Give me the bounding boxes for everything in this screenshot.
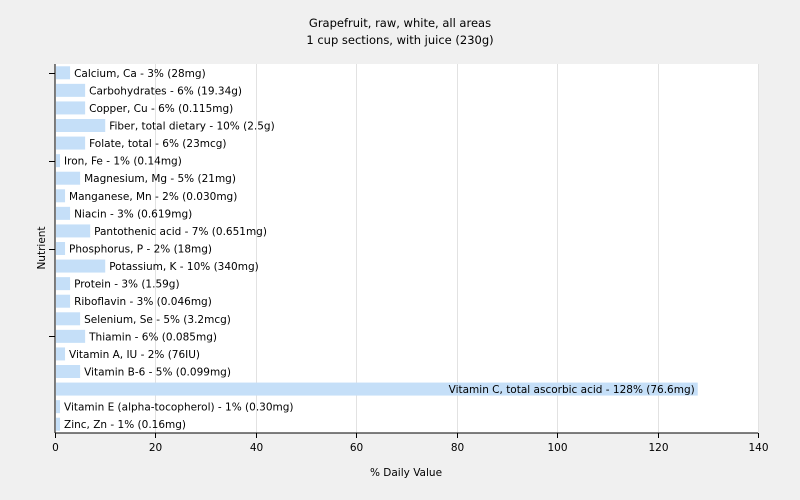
bar-label-12: Protein - 3% (1.59g): [74, 279, 180, 291]
bar-16: [56, 347, 66, 361]
bar-label-5: Iron, Fe - 1% (0.14mg): [64, 156, 182, 168]
bar-label-14: Selenium, Se - 5% (3.2mcg): [84, 314, 231, 326]
bar-label-4: Folate, total - 6% (23mcg): [89, 138, 226, 150]
bar-2: [56, 101, 86, 115]
x-tick-label-4: 80: [451, 442, 464, 454]
bar-label-9: Pantothenic acid - 7% (0.651mg): [94, 226, 267, 238]
bar-label-17: Vitamin B-6 - 5% (0.099mg): [84, 367, 231, 379]
x-tick-label-2: 40: [250, 442, 263, 454]
bar-label-3: Fiber, total dietary - 10% (2.5g): [109, 121, 274, 133]
y-ticks: [49, 73, 55, 337]
bar-label-7: Manganese, Mn - 2% (0.030mg): [69, 191, 237, 203]
bar-12: [56, 277, 71, 291]
bar-10: [56, 242, 66, 255]
bar-15: [56, 329, 86, 343]
bar-label-19: Vitamin E (alpha-tocopherol) - 1% (0.30m…: [64, 402, 294, 414]
x-axis-label: % Daily Value: [370, 467, 442, 479]
bar-label-20: Zinc, Zn - 1% (0.16mg): [64, 419, 186, 431]
bar-label-13: Riboflavin - 3% (0.046mg): [74, 296, 212, 308]
bar-9: [56, 224, 91, 238]
x-tick-label-7: 140: [748, 442, 768, 454]
y-axis-label: Nutrient: [36, 226, 48, 269]
bar-3: [56, 119, 106, 132]
bar-11: [56, 259, 106, 273]
bar-19: [56, 400, 61, 414]
bar-8: [56, 206, 71, 220]
bar-14: [56, 312, 81, 326]
bar-label-18: Vitamin C, total ascorbic acid - 128% (7…: [449, 384, 695, 396]
grid-lines: [155, 64, 759, 433]
x-tick-label-5: 100: [547, 442, 567, 454]
bar-labels: Calcium, Ca - 3% (28mg) Carbohydrates - 6…: [64, 68, 695, 431]
bar-4: [56, 136, 86, 150]
chart-title: Grapefruit, raw, white, all areas: [309, 16, 491, 30]
bar-label-0: Calcium, Ca - 3% (28mg): [74, 68, 206, 80]
bar-13: [56, 294, 71, 308]
bar-17: [56, 365, 81, 378]
bar-1: [56, 83, 86, 97]
bar-18: [56, 382, 698, 396]
bar-20: [56, 417, 61, 431]
bar-5: [56, 154, 61, 168]
plot-area: [55, 64, 758, 433]
x-tick-label-3: 60: [350, 442, 363, 454]
axes: [54, 64, 758, 434]
x-tick-label-1: 20: [149, 442, 162, 454]
x-tick-label-0: 0: [52, 442, 59, 454]
bar-label-1: Carbohydrates - 6% (19.34g): [89, 85, 242, 97]
x-tick-label-6: 120: [648, 442, 668, 454]
bar-7: [56, 189, 66, 203]
bar-label-8: Niacin - 3% (0.619mg): [74, 208, 192, 220]
bar-6: [56, 171, 81, 185]
bars: [56, 66, 698, 431]
bar-label-15: Thiamin - 6% (0.085mg): [88, 331, 217, 343]
x-ticks: 0 20 40 60 80 100 120 140: [52, 433, 769, 454]
bar-label-11: Potassium, K - 10% (340mg): [109, 261, 259, 273]
bar-0: [56, 66, 71, 80]
bar-label-6: Magnesium, Mg - 5% (21mg): [84, 173, 236, 185]
bar-label-16: Vitamin A, IU - 2% (76IU): [69, 349, 200, 361]
bar-label-2: Copper, Cu - 6% (0.115mg): [89, 103, 233, 115]
bar-label-10: Phosphorus, P - 2% (18mg): [69, 244, 212, 256]
chart-subtitle: 1 cup sections, with juice (230g): [306, 33, 493, 47]
